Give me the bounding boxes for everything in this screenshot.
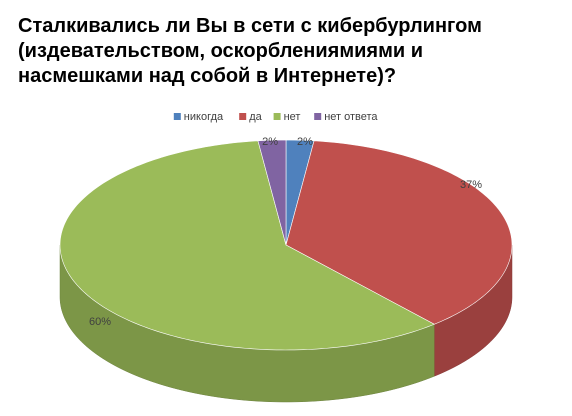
legend-label: да bbox=[249, 111, 262, 123]
legend-label: нет bbox=[284, 111, 301, 123]
legend-swatch bbox=[314, 113, 322, 120]
data-label: 60% bbox=[89, 316, 111, 328]
chart-title: Сталкивались ли Вы в сети с кибербурлинг… bbox=[18, 15, 482, 87]
legend-swatch bbox=[173, 113, 181, 120]
pie-slice bbox=[59, 140, 435, 351]
pie-slice bbox=[257, 139, 287, 246]
pie-slice bbox=[285, 140, 513, 325]
legend-label: нет ответа bbox=[324, 111, 378, 123]
data-label: 37% bbox=[460, 179, 482, 191]
data-label: 2% bbox=[297, 136, 313, 148]
legend-label: никогда bbox=[184, 111, 224, 123]
legend-swatch bbox=[273, 113, 281, 120]
legend-swatch bbox=[239, 113, 247, 120]
data-label: 2% bbox=[262, 136, 278, 148]
